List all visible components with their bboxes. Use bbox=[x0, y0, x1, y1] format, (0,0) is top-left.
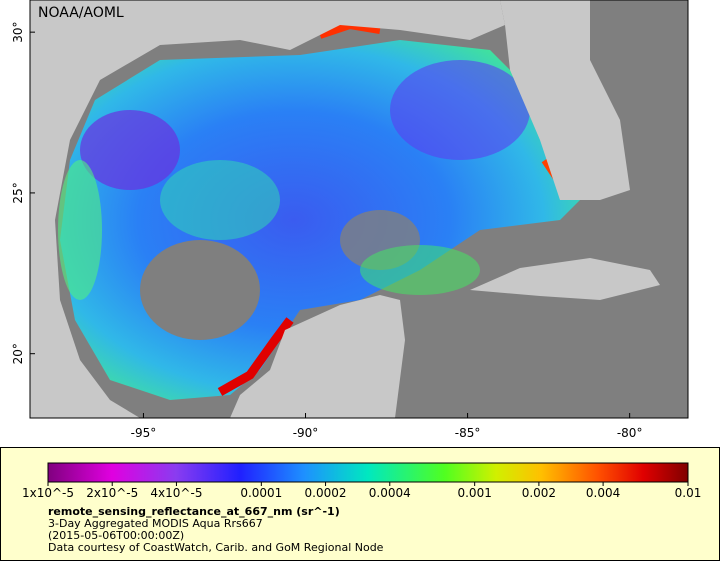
land bbox=[30, 0, 505, 418]
colorbar-tick-label: 0.004 bbox=[586, 486, 620, 500]
colorbar-tick-label: 4x10^-5 bbox=[150, 486, 202, 500]
colorbar-tick-label: 1x10^-5 bbox=[22, 486, 74, 500]
land bbox=[500, 0, 630, 200]
colorbar-tick-label: 2x10^-5 bbox=[86, 486, 138, 500]
legend-variable: remote_sensing_reflectance_at_667_nm (sr… bbox=[48, 505, 340, 518]
no-data-patch bbox=[140, 240, 260, 340]
coastal-high bbox=[217, 317, 294, 396]
watermark: NOAA/AOML bbox=[38, 5, 124, 21]
colorbar-tick-label: 0.002 bbox=[522, 486, 556, 500]
x-tick-label: -85° bbox=[455, 426, 481, 440]
reflectance-patch bbox=[80, 110, 180, 190]
reflectance-patch bbox=[360, 245, 480, 295]
colorbar bbox=[47, 462, 689, 483]
reflectance-patch bbox=[160, 160, 280, 240]
x-tick-label: -80° bbox=[617, 426, 643, 440]
y-tick-label: 20° bbox=[11, 343, 25, 364]
colorbar-tick-label: 0.0004 bbox=[369, 486, 411, 500]
legend-dataset: 3-Day Aggregated MODIS Aqua Rrs667 bbox=[48, 517, 263, 530]
colorbar-tick-label: 0.0002 bbox=[305, 486, 347, 500]
colorbar-tick-label: 0.01 bbox=[675, 486, 702, 500]
map-frame bbox=[29, 0, 689, 419]
land bbox=[470, 258, 660, 300]
y-tick-label: 30° bbox=[11, 22, 25, 43]
land bbox=[230, 295, 405, 418]
reflectance-patch bbox=[390, 60, 530, 160]
legend-credit: Data courtesy of CoastWatch, Carib. and … bbox=[48, 541, 384, 554]
colorbar-tick-label: 0.0001 bbox=[240, 486, 282, 500]
colorbar-tick-label: 0.001 bbox=[457, 486, 491, 500]
x-tick-label: -95° bbox=[131, 426, 157, 440]
watermark-bg bbox=[36, 3, 132, 23]
legend-time: (2015-05-06T00:00:00Z) bbox=[48, 529, 184, 542]
map bbox=[30, 0, 688, 418]
y-tick-label: 25° bbox=[11, 182, 25, 203]
reflectance-patch bbox=[58, 160, 102, 300]
x-tick-label: -90° bbox=[293, 426, 319, 440]
